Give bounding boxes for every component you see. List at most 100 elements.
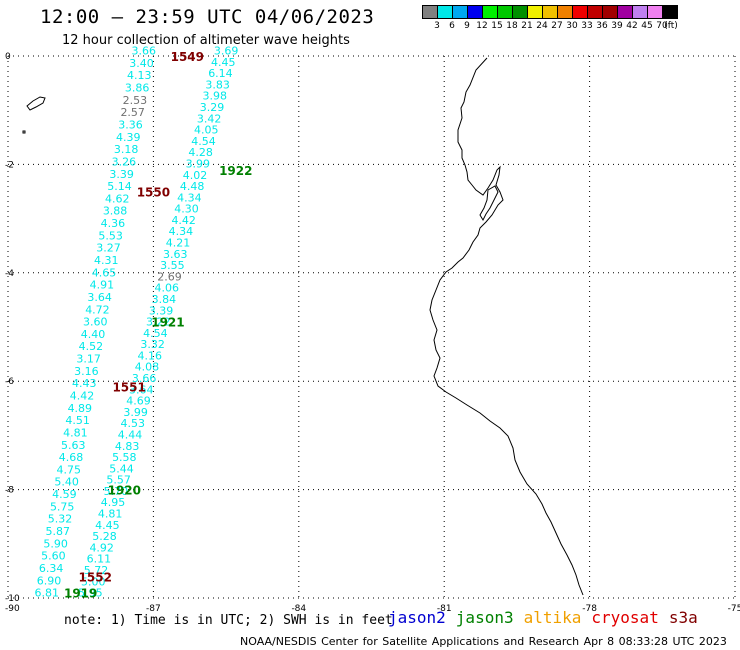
legend-label: 42	[626, 21, 638, 31]
wave-height-value: 4.48	[180, 180, 205, 193]
wave-height-value: 3.18	[114, 143, 139, 156]
satellite-cryosat: cryosat	[591, 608, 659, 627]
wave-height-value: 3.60	[83, 316, 108, 329]
wave-height-value: 3.64	[129, 383, 154, 396]
wave-height-value: 4.34	[169, 225, 194, 238]
wave-height-value: 4.30	[174, 203, 199, 216]
wave-height-value: 4.81	[98, 508, 123, 521]
wave-height-value: 4.91	[90, 279, 115, 292]
pass-time-label: 1551	[112, 381, 145, 395]
wave-height-value: 5.87	[46, 525, 71, 538]
footer-note: note: 1) Time is in UTC; 2) SWH is in fe…	[64, 613, 393, 628]
legend-label: 45	[641, 21, 653, 31]
wave-height-value: 3.40	[129, 57, 154, 70]
wave-height-value: 5.40	[54, 476, 79, 489]
wave-height-value: 6.81	[35, 587, 60, 600]
legend-label: 6	[449, 21, 455, 31]
x-tick-label: -81	[437, 604, 452, 614]
legend-label: 18	[506, 21, 518, 31]
wave-height-value: 4.06	[154, 282, 179, 295]
wave-height-value: 5.60	[41, 550, 66, 563]
legend-swatches	[422, 5, 678, 19]
legend-label: 30	[566, 21, 578, 31]
legend-label: 24	[536, 21, 548, 31]
wave-height-value: 3.26	[112, 155, 137, 168]
legend-label: 36	[596, 21, 608, 31]
wave-height-value: 4.39	[116, 131, 141, 144]
wave-height-value: 6.90	[37, 574, 62, 587]
wave-height-value: 3.88	[103, 205, 128, 218]
wave-height-value: 3.39	[109, 168, 134, 181]
wave-height-value: 2.69	[157, 270, 182, 283]
wave-height-value: 3.99	[186, 157, 211, 170]
legend-label: 21	[521, 21, 533, 31]
wave-height-value: 4.81	[63, 426, 88, 439]
wave-height-value: 3.36	[118, 118, 143, 131]
wave-height-value: 5.32	[48, 513, 73, 526]
wave-height-value: 3.16	[74, 365, 99, 378]
wave-height-value: 3.42	[197, 112, 222, 125]
wave-height-value: 4.53	[121, 417, 146, 430]
wave-height-value: 4.92	[89, 541, 114, 554]
island-shape	[22, 96, 46, 134]
wave-height-value: 2.53	[123, 94, 148, 107]
wave-height-value: 4.02	[183, 169, 208, 182]
legend-swatch	[662, 5, 678, 19]
wave-height-value: 4.65	[92, 266, 117, 279]
pass-time-label: 1921	[151, 316, 184, 330]
y-tick-label: -4	[5, 269, 14, 279]
x-tick-label: -90	[5, 604, 20, 614]
wave-height-value: 3.66	[132, 372, 157, 385]
axis-labels: -90 -87 -84 -81 -78 -75 0 -2 -4 -6 -8 -10	[5, 52, 740, 614]
wave-height-value: 5.58	[112, 451, 137, 464]
wave-height-value: 3.55	[160, 259, 185, 272]
wave-height-value: 6.14	[208, 67, 233, 80]
wave-height-value: 3.98	[203, 90, 228, 103]
wave-height-value: 4.68	[59, 451, 84, 464]
coastline	[429, 57, 584, 596]
legend-label: 70	[656, 21, 668, 31]
wave-height-value: 5.75	[50, 500, 75, 513]
legend-labels: 3 6 9 12 15 18 21 24 27 30 33 36 39 42 45 70 (ft)	[422, 19, 678, 33]
wave-height-value: 4.45	[95, 519, 120, 532]
pass-time-label: 1920	[108, 484, 141, 498]
pass-time-label: 1922	[219, 164, 252, 178]
wave-height-value: 4.62	[105, 192, 130, 205]
wave-height-value: 5.95	[78, 587, 103, 600]
wave-height-value: 4.28	[188, 146, 213, 159]
wave-height-value: 4.16	[138, 349, 163, 362]
pass-time-label: 1549	[171, 50, 204, 64]
pass-time-label: 1550	[137, 186, 170, 200]
wave-height-value: 4.42	[171, 214, 196, 227]
wave-height-value: 4.89	[68, 402, 93, 415]
y-tick-label: -10	[5, 594, 20, 604]
wave-height-value: 3.27	[96, 242, 121, 255]
wave-height-value: 5.70	[104, 485, 129, 498]
wave-height-value: 5.14	[107, 180, 132, 193]
satellite-altika: altika	[523, 608, 582, 627]
wave-height-value: 6.34	[39, 562, 64, 575]
wave-height-value: 4.31	[94, 254, 119, 267]
map-subtitle: 12 hour collection of altimeter wave hei…	[62, 33, 350, 48]
x-tick-label: -78	[582, 604, 597, 614]
satellite-legend: jason2 jason3 altika cryosat s3a	[388, 608, 698, 627]
legend-label: 15	[491, 21, 503, 31]
wave-height-value: 5.57	[106, 474, 131, 487]
wave-height-value: 4.40	[81, 328, 106, 341]
x-tick-label: -84	[291, 604, 306, 614]
legend-label: 39	[611, 21, 623, 31]
wave-height-value: 5.90	[43, 537, 68, 550]
wave-height-value: 4.44	[118, 428, 143, 441]
wave-height-value: 5.63	[61, 439, 86, 452]
wave-height-value: 5.72	[84, 564, 109, 577]
satellite-s3a: s3a	[668, 608, 698, 627]
y-tick-label: -8	[5, 486, 14, 496]
wave-height-value: 4.72	[85, 303, 110, 316]
wave-height-value: 2.57	[120, 106, 145, 119]
y-tick-label: -2	[5, 160, 14, 170]
wave-height-value: 3.83	[205, 78, 230, 91]
altimeter-readings: 3.663.404.133.862.532.573.364.393.183.26…	[35, 45, 253, 601]
pass-time-label: 1552	[79, 570, 112, 584]
wave-height-value: 4.36	[101, 217, 126, 230]
